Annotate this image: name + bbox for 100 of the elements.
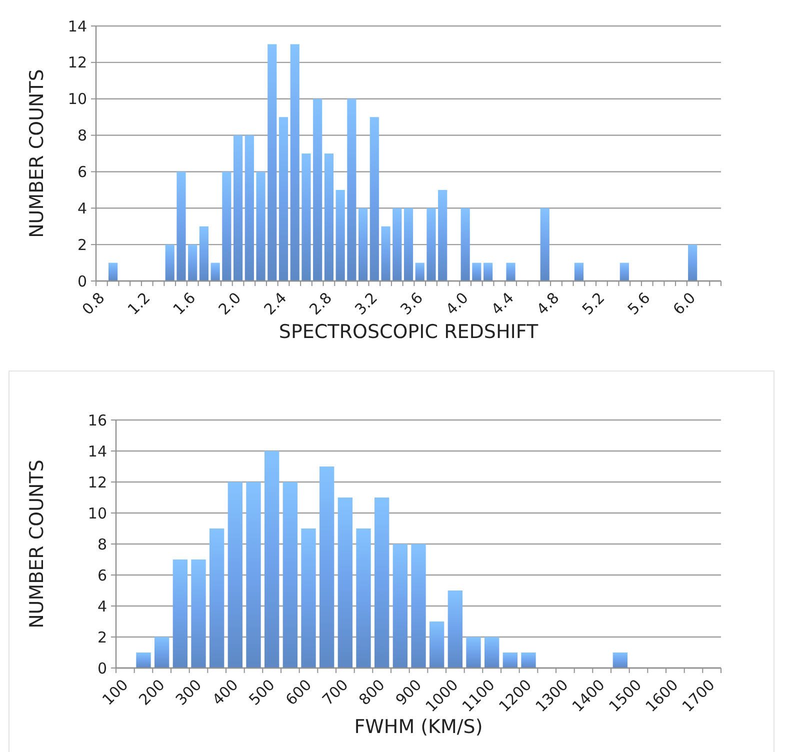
bar <box>336 190 345 281</box>
bar <box>620 262 629 281</box>
y-tick-label: 14 <box>88 442 107 460</box>
bar <box>301 528 316 668</box>
x-tick-label: 400 <box>208 676 242 709</box>
x-tick-label: 0.8 <box>78 288 108 318</box>
bar <box>484 262 493 281</box>
bar <box>246 482 261 668</box>
x-tick-label: 2.4 <box>260 288 290 318</box>
y-tick-label: 10 <box>88 504 107 522</box>
bar <box>282 482 298 668</box>
bar <box>268 44 277 281</box>
x-tick-label: 500 <box>245 676 278 709</box>
bar <box>612 652 628 668</box>
y-tick-label: 12 <box>68 54 87 72</box>
bar <box>540 208 550 281</box>
bar <box>244 135 254 281</box>
bar <box>356 528 371 668</box>
bar <box>210 262 220 281</box>
bar <box>176 172 186 281</box>
bar <box>234 135 243 281</box>
y-tick-label: 14 <box>68 17 87 36</box>
y-axis-title: NUMBER COUNTS <box>26 69 48 238</box>
x-tick-label: 2.0 <box>214 288 245 318</box>
y-tick-label: 10 <box>68 90 87 108</box>
bar <box>358 208 368 281</box>
bar <box>188 244 198 281</box>
y-tick-label: 4 <box>77 199 87 218</box>
bar <box>222 172 232 281</box>
bar <box>574 262 584 281</box>
x-tick-label: 5.2 <box>578 288 608 318</box>
bar <box>172 560 188 668</box>
bar <box>199 226 208 281</box>
bar <box>191 560 206 668</box>
y-tick-label: 6 <box>77 162 87 181</box>
bar <box>392 208 402 281</box>
bar <box>426 208 436 281</box>
bar <box>688 244 698 281</box>
x-tick-label: 3.2 <box>351 288 381 318</box>
bar <box>448 590 462 668</box>
x-tick-label: 2.8 <box>306 288 336 318</box>
bar <box>278 117 288 281</box>
x-tick-label: 1.6 <box>170 288 200 318</box>
x-tick-label: 5.6 <box>624 288 654 318</box>
y-tick-label: 0 <box>77 272 87 290</box>
bar <box>136 652 151 668</box>
bar <box>460 208 470 281</box>
bar <box>438 190 448 281</box>
x-tick-label: 4.4 <box>488 288 518 318</box>
bar <box>320 466 334 668</box>
x-tick-label: 4.8 <box>533 288 563 318</box>
bar <box>430 622 444 668</box>
x-tick-label: 6.0 <box>670 288 700 318</box>
y-tick-label: 2 <box>97 628 107 646</box>
bar <box>415 262 424 281</box>
bar <box>381 226 390 281</box>
bar <box>324 154 334 281</box>
bar <box>370 117 379 281</box>
bar <box>411 544 426 668</box>
y-tick-label: 8 <box>97 535 107 554</box>
bar <box>502 652 518 668</box>
bar <box>466 637 481 668</box>
bar <box>154 637 170 668</box>
x-tick-label: 800 <box>355 676 388 709</box>
bar <box>347 98 356 281</box>
bar <box>228 482 242 668</box>
bar <box>521 652 536 668</box>
x-axis-title: SPECTROSCOPIC REDSHIFT <box>278 321 538 343</box>
y-axis-title: NUMBER COUNTS <box>26 460 48 628</box>
y-tick-label: 6 <box>97 566 107 584</box>
bar <box>313 98 322 281</box>
bar <box>165 244 174 281</box>
bar <box>472 262 482 281</box>
x-tick-label: 600 <box>282 676 316 709</box>
y-tick-label: 12 <box>88 473 107 492</box>
y-tick-label: 4 <box>97 597 107 616</box>
x-axis-title: FWHM (KM/S) <box>354 716 483 738</box>
x-tick-label: 700 <box>318 676 352 709</box>
bar <box>264 451 280 668</box>
x-tick-label: 1.2 <box>124 288 154 318</box>
bar <box>290 44 300 281</box>
bar <box>210 528 224 668</box>
x-tick-label: 200 <box>135 676 168 709</box>
bar <box>338 498 352 668</box>
bar <box>404 208 414 281</box>
bar <box>374 498 390 668</box>
bar <box>392 544 408 668</box>
y-tick-label: 16 <box>88 411 107 430</box>
x-tick-label: 4.0 <box>442 288 472 318</box>
x-tick-label: 100 <box>98 676 132 709</box>
x-tick-label: 3.6 <box>396 288 426 318</box>
x-tick-label: 900 <box>392 676 426 709</box>
bar <box>108 262 118 281</box>
bar <box>302 154 311 281</box>
bar <box>256 172 266 281</box>
y-tick-label: 0 <box>97 659 107 678</box>
x-tick-label: 300 <box>172 676 206 709</box>
y-tick-label: 2 <box>77 236 87 254</box>
bar <box>506 262 516 281</box>
bar <box>484 637 500 668</box>
